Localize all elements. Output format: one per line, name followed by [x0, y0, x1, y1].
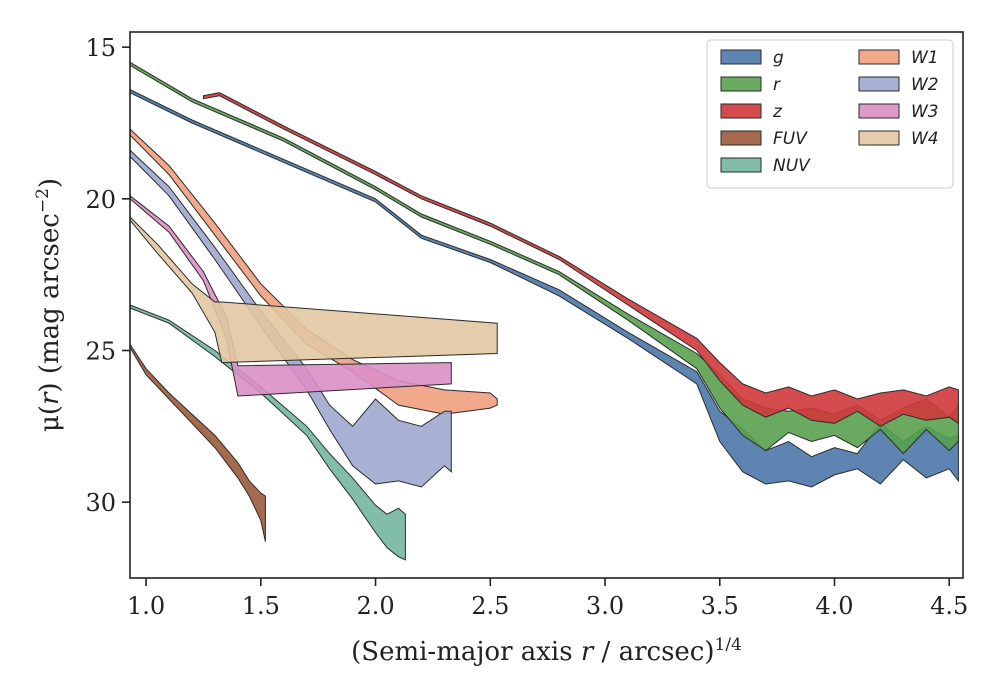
- x-tick-label: 1.0: [127, 592, 165, 620]
- legend-swatch-w4: [858, 130, 900, 146]
- x-tick-label: 4.0: [815, 592, 853, 620]
- legend-label-z: z: [772, 102, 783, 122]
- x-tick-label: 3.0: [586, 592, 624, 620]
- series-band-w3: [129, 194, 452, 397]
- series-band-g: [129, 88, 959, 488]
- y-tick-label: 30: [85, 489, 116, 517]
- y-axis: 15 20 25 30: [85, 34, 130, 517]
- legend-swatch-fuv: [720, 130, 762, 146]
- legend-label-g: g: [773, 48, 784, 68]
- legend-label-w1: W1: [911, 48, 939, 68]
- x-axis-label: (Semi-major axis r / arcsec)1/4: [351, 635, 742, 667]
- x-tick-label: 3.5: [701, 592, 739, 620]
- legend-label-w2: W2: [911, 75, 939, 95]
- legend-swatch-nuv: [720, 157, 762, 173]
- series-band-w1: [129, 127, 498, 415]
- legend-swatch-r: [720, 76, 762, 92]
- x-tick-label: 2.0: [356, 592, 394, 620]
- y-tick-label: 20: [85, 186, 116, 214]
- plot-area: [129, 61, 959, 561]
- y-tick-label: 15: [85, 34, 116, 62]
- y-tick-label: 25: [85, 338, 116, 366]
- legend-swatch-w2: [858, 76, 900, 92]
- series-band-r: [129, 61, 959, 455]
- series-band-fuv: [129, 342, 266, 542]
- legend-swatch-w3: [858, 103, 900, 119]
- legend-label-w3: W3: [911, 102, 939, 122]
- series-band-w4: [129, 215, 498, 364]
- series-band-z: [202, 92, 959, 427]
- x-axis: 1.0 1.5 2.0 2.5 3.0 3.5 4.0 4.5: [127, 578, 968, 620]
- legend-swatch-w1: [858, 49, 900, 65]
- y-axis-label: μ(r) (mag arcsec−2): [33, 178, 65, 432]
- legend-swatch-g: [720, 49, 762, 65]
- legend-label-w4: W4: [911, 129, 939, 149]
- x-tick-label: 1.5: [242, 592, 280, 620]
- axes-frame: [129, 31, 964, 579]
- legend-label-nuv: NUV: [773, 156, 811, 176]
- legend-label-r: r: [773, 75, 781, 95]
- legend-label-fuv: FUV: [773, 129, 808, 149]
- x-tick-label: 4.5: [930, 592, 968, 620]
- legend-swatch-z: [720, 103, 762, 119]
- legend: grz FUV NUV W1 W2 W3 W4: [706, 39, 954, 189]
- x-tick-label: 2.5: [471, 592, 509, 620]
